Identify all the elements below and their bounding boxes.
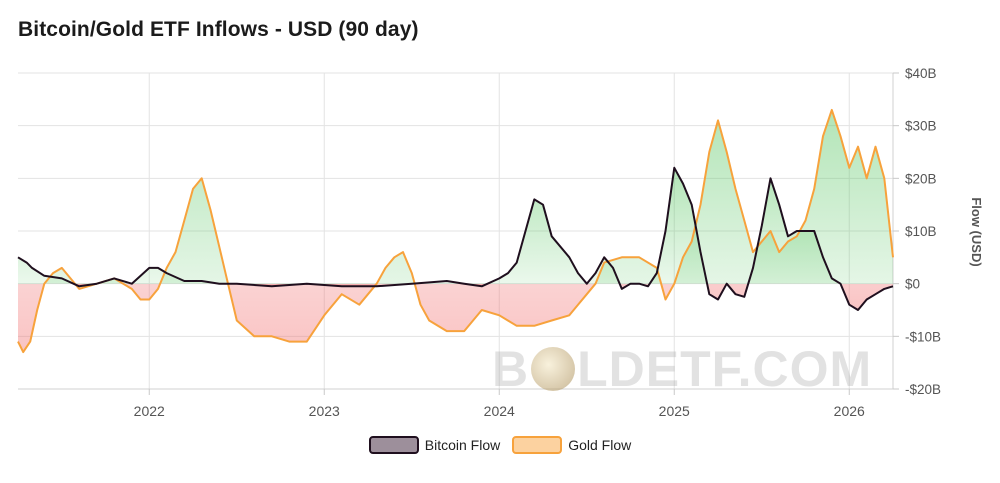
legend-label-gold: Gold Flow (568, 437, 632, 453)
x-tick-label: 2023 (309, 403, 340, 419)
y-tick-label: -$20B (905, 382, 941, 397)
bitcoin-flow-line (17, 166, 894, 311)
legend-label-bitcoin: Bitcoin Flow (424, 437, 501, 453)
series-lines (17, 108, 894, 354)
x-tick-label: 2022 (134, 403, 165, 419)
y-tick-label: $20B (905, 171, 937, 186)
gold-swatch (512, 436, 563, 454)
chart-title: Bitcoin/Gold ETF Inflows - USD (90 day) (18, 18, 419, 41)
watermark-text-right: LDETF.COM (577, 341, 873, 397)
x-axis: 2022 2023 2024 2025 2026 (134, 389, 865, 419)
positive-area-fill (18, 109, 893, 284)
coin-logo-icon (531, 347, 576, 391)
x-tick-label: 2024 (484, 403, 515, 419)
y-tick-label: $40B (905, 66, 937, 81)
negative-area-fill (18, 284, 675, 353)
legend: Bitcoin Flow Gold Flow (0, 436, 1000, 454)
legend-item-bitcoin[interactable]: Bitcoin Flow (368, 436, 501, 454)
x-tick-label: 2025 (659, 403, 690, 419)
bitcoin-swatch (368, 436, 419, 454)
y-axis-title: Flow (USD) (969, 197, 984, 266)
y-axis: $40B $30B $20B $10B $0 -$10B -$20B (893, 66, 941, 397)
y-tick-label: $0 (905, 277, 920, 292)
y-tick-label: $10B (905, 224, 937, 239)
y-tick-label: -$10B (905, 329, 941, 344)
watermark: B LDETF.COM (492, 340, 872, 398)
watermark-text-left: B (492, 341, 530, 397)
legend-item-gold[interactable]: Gold Flow (512, 436, 631, 454)
y-tick-label: $30B (905, 119, 937, 134)
x-tick-label: 2026 (834, 403, 865, 419)
area-fills (18, 109, 893, 353)
gold-flow-line (17, 108, 894, 354)
positive-area-fill (18, 167, 893, 284)
